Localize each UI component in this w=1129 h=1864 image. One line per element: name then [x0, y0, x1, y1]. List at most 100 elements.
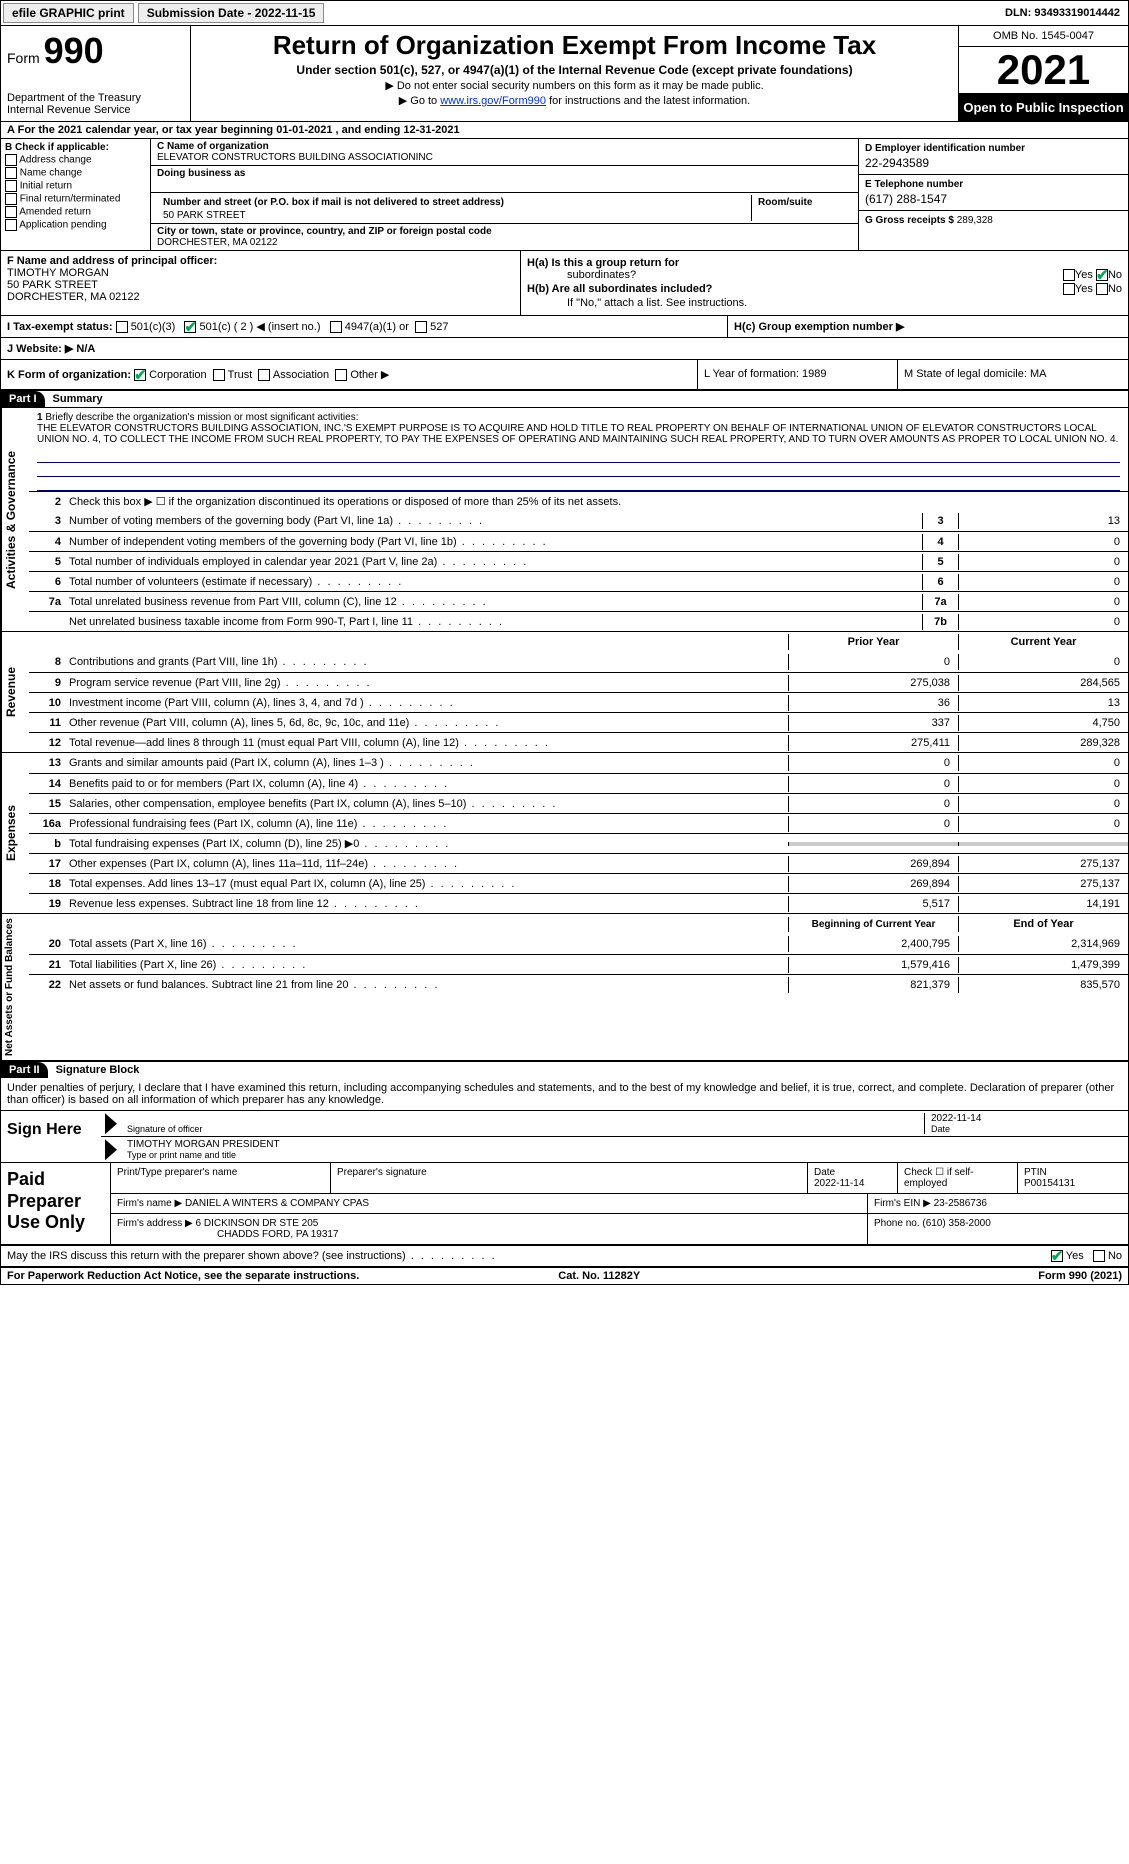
- row-a: A For the 2021 calendar year, or tax yea…: [1, 122, 1128, 139]
- perjury-decl: Under penalties of perjury, I declare th…: [1, 1078, 1128, 1111]
- street-label: Number and street (or P.O. box if mail i…: [157, 195, 751, 210]
- cb-4947[interactable]: [330, 321, 342, 333]
- footer: For Paperwork Reduction Act Notice, see …: [1, 1268, 1128, 1284]
- table-row: Net unrelated business taxable income fr…: [29, 611, 1128, 631]
- cb-hb-no[interactable]: [1096, 283, 1108, 295]
- topbar: efile GRAPHIC print Submission Date - 20…: [1, 1, 1128, 26]
- cb-assoc[interactable]: [258, 369, 270, 381]
- cb-discuss-no[interactable]: [1093, 1250, 1105, 1262]
- officer-printed: TIMOTHY MORGAN PRESIDENT: [127, 1139, 1118, 1150]
- part2-header: Part II Signature Block: [1, 1062, 1128, 1078]
- cb-trust[interactable]: [213, 369, 225, 381]
- box-h: H(a) Is this a group return for subordin…: [521, 251, 1128, 315]
- irs-link[interactable]: www.irs.gov/Form990: [440, 95, 546, 107]
- footer-left: For Paperwork Reduction Act Notice, see …: [7, 1270, 359, 1282]
- side-exp: Expenses: [1, 753, 29, 913]
- form-title: Return of Organization Exempt From Incom…: [197, 30, 952, 61]
- box-c: C Name of organization ELEVATOR CONSTRUC…: [151, 139, 858, 250]
- org-name-label: C Name of organization: [157, 141, 852, 152]
- part2-badge: Part II: [1, 1062, 48, 1078]
- table-row: 17Other expenses (Part IX, column (A), l…: [29, 853, 1128, 873]
- tax-year: 2021: [959, 47, 1128, 94]
- cb-501c3[interactable]: [116, 321, 128, 333]
- cb-hb-yes[interactable]: [1063, 283, 1075, 295]
- arrow-icon: [105, 1113, 117, 1134]
- footer-right: Form 990 (2021): [1038, 1270, 1122, 1282]
- open-inspection: Open to Public Inspection: [959, 94, 1128, 121]
- hc-label: H(c) Group exemption number ▶: [734, 321, 904, 333]
- lbl-527: 527: [430, 321, 448, 333]
- cb-amended[interactable]: [5, 206, 17, 218]
- lbl-yes3: Yes: [1066, 1250, 1084, 1262]
- cb-ha-no[interactable]: [1096, 269, 1108, 281]
- table-row: 18Total expenses. Add lines 13–17 (must …: [29, 873, 1128, 893]
- cb-corp[interactable]: [134, 369, 146, 381]
- officer-city: DORCHESTER, MA 02122: [7, 291, 514, 303]
- cb-ha-yes[interactable]: [1063, 269, 1075, 281]
- table-row: 15Salaries, other compensation, employee…: [29, 793, 1128, 813]
- efile-button[interactable]: efile GRAPHIC print: [3, 3, 134, 23]
- cb-other[interactable]: [335, 369, 347, 381]
- prep-date: 2022-11-14: [814, 1178, 864, 1189]
- cb-name-change[interactable]: [5, 167, 17, 179]
- sign-here-label: Sign Here: [1, 1111, 101, 1162]
- part1-title: Summary: [45, 391, 111, 407]
- table-row: 14Benefits paid to or for members (Part …: [29, 773, 1128, 793]
- city-label: City or town, state or province, country…: [157, 226, 852, 237]
- lbl-amended: Amended return: [19, 207, 91, 218]
- form-subtitle: Under section 501(c), 527, or 4947(a)(1)…: [197, 63, 952, 77]
- lbl-trust: Trust: [228, 369, 253, 381]
- prep-date-label: Date: [814, 1167, 835, 1178]
- firm-ein: 23-2586736: [934, 1198, 987, 1209]
- officer-name: TIMOTHY MORGAN: [7, 267, 514, 279]
- irs-label: Internal Revenue Service: [7, 104, 184, 116]
- cb-501c[interactable]: [184, 321, 196, 333]
- table-row: 5Total number of individuals employed in…: [29, 551, 1128, 571]
- part1-na: Net Assets or Fund Balances Beginning of…: [1, 914, 1128, 1062]
- state-domicile: M State of legal domicile: MA: [898, 360, 1128, 389]
- submission-button[interactable]: Submission Date - 2022-11-15: [138, 3, 325, 23]
- table-row: 8Contributions and grants (Part VIII, li…: [29, 652, 1128, 672]
- table-row: 10Investment income (Part VIII, column (…: [29, 692, 1128, 712]
- blank-line: [37, 449, 1120, 463]
- firm-addr2: CHADDS FORD, PA 19317: [117, 1229, 339, 1240]
- header-right: OMB No. 1545-0047 2021 Open to Public In…: [958, 26, 1128, 121]
- part2-title: Signature Block: [48, 1062, 148, 1078]
- cb-address-change[interactable]: [5, 154, 17, 166]
- cb-initial[interactable]: [5, 180, 17, 192]
- table-row: 20Total assets (Part X, line 16)2,400,79…: [29, 934, 1128, 954]
- cb-pending[interactable]: [5, 219, 17, 231]
- table-row: 9Program service revenue (Part VIII, lin…: [29, 672, 1128, 692]
- part1-exp: Expenses 13Grants and similar amounts pa…: [1, 753, 1128, 914]
- ein-label: D Employer identification number: [865, 143, 1122, 154]
- lbl-pending: Application pending: [19, 220, 106, 231]
- prep-name-label: Print/Type preparer's name: [111, 1163, 331, 1193]
- cb-527[interactable]: [415, 321, 427, 333]
- lbl-yes2: Yes: [1075, 283, 1093, 295]
- dln-text: DLN: 93493319014442: [1005, 7, 1128, 19]
- street-value: 50 PARK STREET: [157, 210, 751, 221]
- form-number: 990: [44, 30, 104, 71]
- omb-number: OMB No. 1545-0047: [959, 26, 1128, 47]
- hdr-beg: Beginning of Current Year: [788, 917, 958, 932]
- table-row: 13Grants and similar amounts paid (Part …: [29, 753, 1128, 773]
- firm-phone-label: Phone no.: [874, 1218, 920, 1229]
- header: Form 990 Department of the Treasury Inte…: [1, 26, 1128, 122]
- sig-officer-label: Signature of officer: [127, 1124, 918, 1134]
- firm-addr1: 6 DICKINSON DR STE 205: [196, 1218, 319, 1229]
- lbl-yes: Yes: [1075, 269, 1093, 281]
- table-row: bTotal fundraising expenses (Part IX, co…: [29, 833, 1128, 853]
- cb-discuss-yes[interactable]: [1051, 1250, 1063, 1262]
- header-mid: Return of Organization Exempt From Incom…: [191, 26, 958, 121]
- gross-label: G Gross receipts $: [865, 215, 954, 226]
- ha-label: H(a) Is this a group return for: [527, 257, 679, 269]
- sign-here-row: Sign Here Signature of officer 2022-11-1…: [1, 1111, 1128, 1163]
- sig-date-val: 2022-11-14: [931, 1113, 1118, 1124]
- hdr-end: End of Year: [958, 916, 1128, 932]
- section-fh: F Name and address of principal officer:…: [1, 251, 1128, 316]
- mission-text: THE ELEVATOR CONSTRUCTORS BUILDING ASSOC…: [37, 423, 1118, 445]
- dept-treasury: Department of the Treasury: [7, 92, 184, 104]
- cb-final[interactable]: [5, 193, 17, 205]
- section-bcd: B Check if applicable: Address change Na…: [1, 139, 1128, 251]
- year-formation: L Year of formation: 1989: [698, 360, 898, 389]
